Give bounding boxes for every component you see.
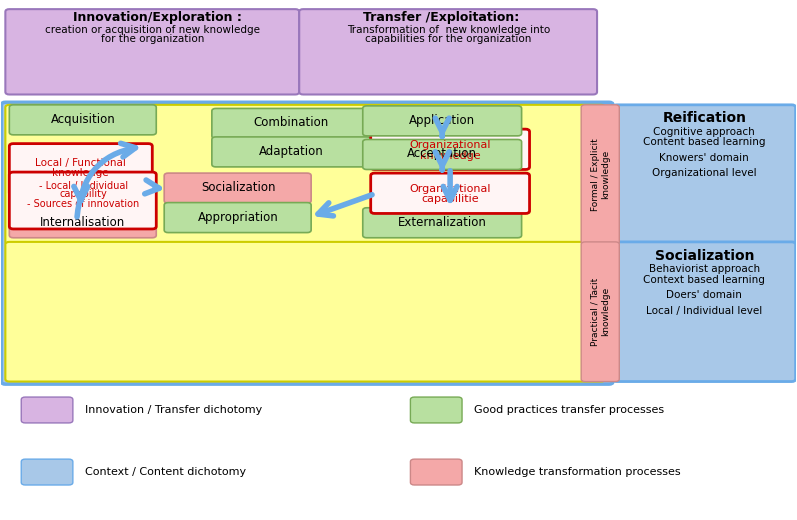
- Text: Behaviorist approach: Behaviorist approach: [649, 264, 760, 275]
- FancyBboxPatch shape: [371, 129, 529, 170]
- Text: Cognitive approach: Cognitive approach: [654, 127, 755, 137]
- Text: Transfer /Exploitation:: Transfer /Exploitation:: [363, 11, 519, 24]
- FancyBboxPatch shape: [371, 173, 529, 213]
- Text: Application: Application: [409, 114, 475, 127]
- Text: knowledge: knowledge: [53, 168, 109, 178]
- FancyBboxPatch shape: [2, 102, 613, 384]
- FancyBboxPatch shape: [212, 137, 371, 167]
- Text: knowledge: knowledge: [420, 150, 481, 161]
- Text: Adaptation: Adaptation: [259, 145, 324, 158]
- Text: Socialization: Socialization: [654, 249, 754, 263]
- Text: Practical / Tacit
knowledge: Practical / Tacit knowledge: [591, 278, 610, 346]
- Text: - Local / Individual: - Local / Individual: [38, 181, 128, 191]
- FancyBboxPatch shape: [363, 139, 521, 170]
- FancyBboxPatch shape: [10, 105, 156, 135]
- Text: Acquisition: Acquisition: [50, 113, 116, 126]
- Text: Doers' domain: Doers' domain: [666, 290, 742, 300]
- Text: Context based learning: Context based learning: [643, 275, 765, 284]
- Text: Transformation of  new knowledge into: Transformation of new knowledge into: [347, 25, 550, 35]
- Text: Combination: Combination: [253, 116, 329, 129]
- FancyBboxPatch shape: [410, 397, 462, 423]
- FancyBboxPatch shape: [10, 144, 152, 196]
- FancyBboxPatch shape: [6, 242, 605, 382]
- FancyBboxPatch shape: [22, 459, 73, 485]
- Text: capability: capability: [59, 189, 107, 199]
- Text: Knowers' domain: Knowers' domain: [659, 152, 749, 163]
- FancyBboxPatch shape: [6, 9, 299, 95]
- Text: for the organization: for the organization: [100, 34, 204, 44]
- Text: Local / Individual level: Local / Individual level: [646, 306, 763, 316]
- Text: Externalization: Externalization: [398, 216, 487, 229]
- Text: Organizational: Organizational: [410, 140, 491, 150]
- Text: Good practices transfer processes: Good practices transfer processes: [474, 405, 664, 415]
- FancyBboxPatch shape: [363, 208, 521, 238]
- FancyBboxPatch shape: [363, 106, 521, 136]
- Text: Innovation/Exploration :: Innovation/Exploration :: [73, 11, 241, 24]
- Text: Context / Content dichotomy: Context / Content dichotomy: [84, 467, 246, 477]
- Text: Knowledge transformation processes: Knowledge transformation processes: [474, 467, 681, 477]
- Text: Content based learning: Content based learning: [643, 137, 766, 147]
- Text: capabilitie: capabilitie: [422, 194, 479, 204]
- Text: capabilities for the organization: capabilities for the organization: [365, 34, 532, 44]
- Text: Innovation / Transfer dichotomy: Innovation / Transfer dichotomy: [84, 405, 262, 415]
- FancyBboxPatch shape: [613, 105, 795, 244]
- Text: Formal / Explicit
knowledge: Formal / Explicit knowledge: [591, 138, 610, 211]
- FancyBboxPatch shape: [22, 397, 73, 423]
- FancyBboxPatch shape: [613, 242, 795, 382]
- Text: Reification: Reification: [662, 111, 746, 125]
- FancyBboxPatch shape: [581, 105, 619, 244]
- FancyBboxPatch shape: [164, 173, 311, 203]
- FancyBboxPatch shape: [410, 459, 462, 485]
- FancyBboxPatch shape: [299, 9, 597, 95]
- FancyBboxPatch shape: [10, 208, 156, 238]
- FancyBboxPatch shape: [10, 172, 156, 229]
- FancyBboxPatch shape: [6, 105, 605, 244]
- FancyBboxPatch shape: [212, 109, 371, 138]
- Text: Local / Functional: Local / Functional: [35, 158, 126, 168]
- FancyBboxPatch shape: [581, 242, 619, 382]
- Text: creation or acquisition of new knowledge: creation or acquisition of new knowledge: [45, 25, 260, 35]
- Text: - Sources of innovation: - Sources of innovation: [27, 199, 139, 209]
- Text: Internalisation: Internalisation: [40, 216, 125, 229]
- Text: Socialization: Socialization: [201, 181, 275, 194]
- FancyBboxPatch shape: [164, 203, 311, 232]
- Text: Appropriation: Appropriation: [198, 211, 278, 224]
- Text: Organizational: Organizational: [410, 184, 491, 193]
- Text: Organizational level: Organizational level: [652, 168, 756, 178]
- Text: Acceptation: Acceptation: [407, 148, 477, 161]
